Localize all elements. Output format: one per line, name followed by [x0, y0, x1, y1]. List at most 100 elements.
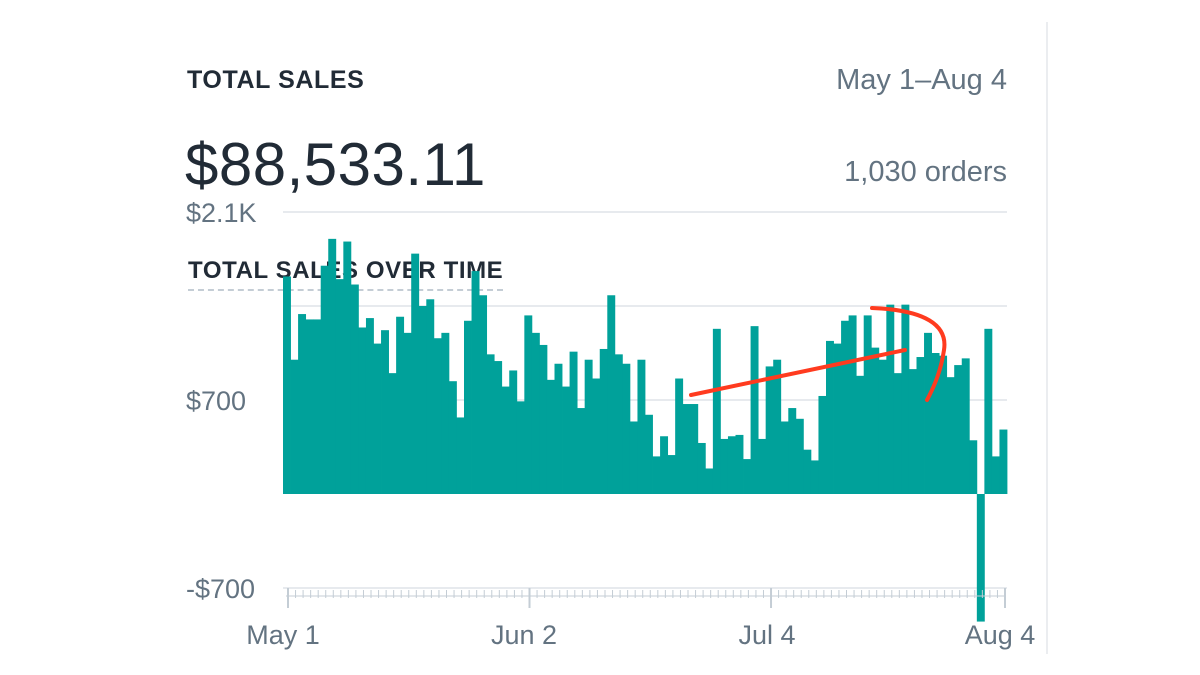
- sales-bar[interactable]: [305, 319, 314, 494]
- sales-bar[interactable]: [690, 404, 699, 494]
- sales-bar[interactable]: [486, 354, 495, 494]
- x-tick-label: Jul 4: [738, 620, 795, 650]
- sales-bar[interactable]: [931, 353, 940, 494]
- sales-bar[interactable]: [773, 359, 782, 494]
- sales-bar[interactable]: [418, 306, 427, 494]
- sales-bar[interactable]: [350, 284, 359, 494]
- sales-bar[interactable]: [290, 359, 299, 494]
- sales-bar[interactable]: [780, 421, 789, 494]
- sales-bar[interactable]: [856, 375, 865, 494]
- sales-bar[interactable]: [554, 363, 563, 494]
- sales-bar[interactable]: [961, 358, 970, 494]
- sales-bar[interactable]: [516, 401, 525, 494]
- sales-bar[interactable]: [411, 253, 420, 494]
- sales-bar[interactable]: [614, 354, 623, 494]
- sales-bar[interactable]: [984, 328, 993, 494]
- sales-bar[interactable]: [765, 366, 774, 494]
- sales-bar[interactable]: [939, 355, 948, 494]
- sales-bar[interactable]: [826, 340, 834, 494]
- sales-bar[interactable]: [893, 373, 902, 494]
- sales-bar[interactable]: [539, 344, 548, 494]
- sales-bar[interactable]: [320, 265, 329, 494]
- sales-bar[interactable]: [720, 438, 729, 494]
- sales-bar[interactable]: [283, 276, 291, 494]
- sales-bar[interactable]: [607, 295, 616, 494]
- sales-bar[interactable]: [795, 418, 804, 494]
- sales-bar[interactable]: [810, 460, 819, 494]
- sales-bar[interactable]: [313, 319, 322, 494]
- sales-bar[interactable]: [524, 315, 533, 494]
- sales-bar[interactable]: [479, 295, 488, 494]
- sales-bar[interactable]: [901, 304, 910, 494]
- sales-bar[interactable]: [464, 320, 472, 494]
- sales-bar[interactable]: [667, 455, 676, 494]
- sales-bar[interactable]: [969, 440, 978, 494]
- sales-bar[interactable]: [675, 378, 684, 494]
- sales-bar[interactable]: [381, 330, 389, 494]
- sales-bar[interactable]: [448, 381, 457, 494]
- sales-bar[interactable]: [652, 456, 661, 494]
- sales-bar[interactable]: [637, 359, 646, 494]
- sales-bar[interactable]: [841, 320, 850, 494]
- sales-bar[interactable]: [494, 361, 503, 494]
- sales-bar[interactable]: [343, 241, 352, 494]
- sales-bar[interactable]: [562, 386, 570, 494]
- sales-bar[interactable]: [924, 332, 932, 494]
- sales-bar[interactable]: [388, 373, 397, 494]
- sales-bar[interactable]: [584, 359, 593, 494]
- sales-bar[interactable]: [705, 468, 714, 494]
- sales-bar[interactable]: [599, 348, 608, 494]
- sales-bar[interactable]: [622, 363, 631, 494]
- sales-bar[interactable]: [501, 386, 510, 494]
- sales-bar[interactable]: [328, 238, 337, 494]
- sales-bar[interactable]: [758, 438, 767, 494]
- sales-bar[interactable]: [803, 449, 812, 494]
- sales-bar[interactable]: [441, 332, 450, 494]
- sales-bar[interactable]: [682, 404, 691, 494]
- sales-bar[interactable]: [946, 377, 955, 494]
- sales-bar[interactable]: [531, 332, 540, 494]
- sales-bar[interactable]: [954, 365, 963, 494]
- sales-bar[interactable]: [471, 271, 480, 494]
- sales-bar[interactable]: [727, 436, 736, 494]
- orders-count: 1,030 orders: [844, 156, 1007, 188]
- sales-bar[interactable]: [991, 456, 1000, 494]
- sales-bar[interactable]: [660, 436, 669, 494]
- sales-bar[interactable]: [365, 318, 374, 494]
- sales-bar[interactable]: [592, 378, 601, 494]
- sales-bar[interactable]: [456, 417, 465, 494]
- sales-bar[interactable]: [697, 442, 706, 494]
- sales-bar[interactable]: [569, 351, 578, 494]
- sales-bar[interactable]: [358, 327, 367, 494]
- sales-bar[interactable]: [433, 338, 442, 494]
- sales-bar[interactable]: [509, 370, 518, 494]
- sales-bar[interactable]: [833, 343, 842, 494]
- y-tick-label: $2.1K: [186, 198, 257, 228]
- sales-bar[interactable]: [976, 494, 985, 622]
- sales-bar[interactable]: [743, 459, 751, 494]
- sales-bar[interactable]: [403, 332, 412, 494]
- sales-bar[interactable]: [298, 314, 307, 494]
- sales-bar[interactable]: [908, 369, 917, 494]
- sales-bar[interactable]: [871, 347, 880, 494]
- sales-bar[interactable]: [999, 429, 1008, 494]
- sales-bar[interactable]: [750, 326, 759, 494]
- sales-bar[interactable]: [818, 395, 827, 494]
- sales-bar[interactable]: [712, 328, 721, 494]
- sales-bar[interactable]: [863, 315, 872, 494]
- sales-bar[interactable]: [546, 379, 555, 494]
- sales-bar[interactable]: [426, 299, 435, 494]
- sales-bar[interactable]: [335, 279, 344, 494]
- sales-bar[interactable]: [645, 414, 653, 494]
- sales-bar[interactable]: [396, 316, 405, 494]
- sales-bar[interactable]: [577, 408, 586, 494]
- sales-bar[interactable]: [788, 408, 797, 494]
- sales-bar[interactable]: [878, 359, 887, 494]
- sales-bar[interactable]: [848, 315, 857, 494]
- sales-bar[interactable]: [916, 357, 925, 494]
- sales-bar[interactable]: [886, 304, 895, 494]
- date-range[interactable]: May 1–Aug 4: [836, 64, 1007, 96]
- sales-bar[interactable]: [373, 343, 382, 494]
- sales-bar[interactable]: [629, 421, 638, 494]
- sales-bar[interactable]: [735, 434, 744, 494]
